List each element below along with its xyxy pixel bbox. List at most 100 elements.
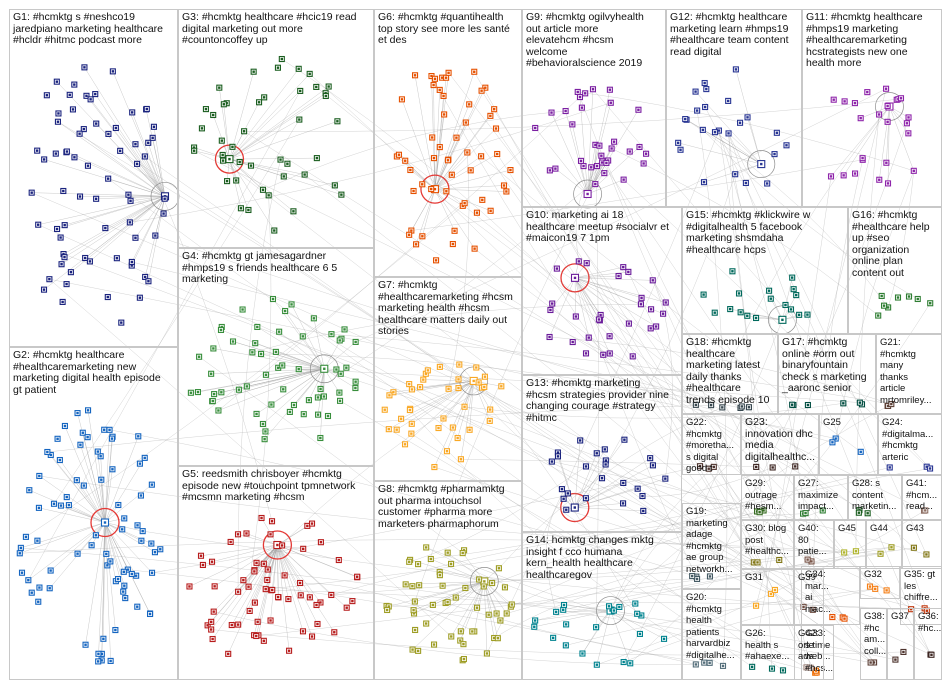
node-core [197, 355, 201, 358]
node-core [37, 223, 40, 226]
node-core [551, 636, 555, 640]
inter-group-edge [339, 400, 816, 673]
edge [484, 581, 488, 654]
inter-group-edge [298, 368, 860, 403]
edge [212, 114, 230, 160]
inter-group-edge [422, 184, 876, 590]
node-core [211, 637, 214, 641]
node-core [404, 583, 407, 586]
node-core [58, 458, 62, 462]
node-core [55, 80, 59, 83]
node-core [746, 116, 749, 119]
node-core [461, 551, 464, 555]
node-core [262, 639, 266, 643]
node-core [609, 609, 612, 612]
node-core [446, 551, 449, 554]
node-core [106, 295, 109, 299]
node-core [747, 406, 751, 409]
node-core [407, 233, 411, 236]
edge [101, 479, 106, 523]
node-core [57, 112, 60, 115]
edge [574, 277, 642, 299]
node-core [18, 552, 21, 555]
inter-group-edge [129, 102, 611, 223]
node-core [345, 606, 348, 609]
node-core [866, 512, 869, 515]
group-label: G7: #hcmktg #healthcaremarketing #hcsm m… [378, 279, 513, 337]
node-core [24, 535, 28, 539]
node-core [702, 180, 706, 184]
node-core [571, 340, 574, 344]
node-core [315, 156, 319, 160]
node-core [153, 550, 157, 554]
node-core [301, 630, 305, 633]
node-core [605, 161, 608, 165]
node-core [403, 443, 407, 446]
edge [574, 271, 629, 279]
node-core [316, 413, 320, 416]
node-core [649, 327, 652, 330]
node-core [236, 533, 240, 536]
edge [104, 522, 125, 572]
node-core [134, 574, 138, 577]
node-core [229, 540, 232, 544]
inter-group-edge [623, 319, 783, 663]
group-panel-g2: G2: #hcmktg healthcare #healthcaremarket… [9, 347, 178, 680]
group-label: G28: s content marketin... [852, 478, 897, 512]
group-label: G19: marketing adage #hcmktg ae group ne… [686, 506, 733, 575]
node-core [792, 287, 795, 291]
inter-group-edge [702, 129, 918, 300]
node-core [562, 603, 566, 607]
node-core [282, 388, 285, 391]
group-panel-g20: G20: #hcmktg health patients harvardbiz … [682, 589, 741, 680]
edge [434, 71, 475, 190]
edge [685, 118, 762, 165]
group-label: G32 [864, 569, 882, 580]
node-core [221, 159, 225, 162]
edge [587, 179, 624, 195]
inter-group-edge [426, 547, 611, 611]
node-core [42, 288, 46, 291]
node-core [879, 552, 882, 555]
edge [413, 581, 485, 614]
node-core [446, 159, 450, 162]
self-loop-ring [90, 507, 120, 538]
node-core [127, 193, 130, 196]
edge [277, 544, 321, 603]
node-core [859, 450, 862, 454]
node-core [213, 585, 216, 588]
group-label: G44 [870, 523, 888, 534]
node-core [775, 131, 779, 134]
node-core [408, 560, 411, 564]
inter-group-edge [47, 404, 712, 453]
edge [277, 544, 304, 632]
node-core [886, 404, 890, 408]
inter-group-edge [551, 461, 927, 555]
node-core [429, 557, 433, 561]
node-core [30, 591, 33, 594]
node-core [276, 366, 280, 369]
node-core [464, 121, 468, 124]
node-core [248, 609, 251, 613]
inter-group-edge [331, 547, 892, 596]
node-core [110, 437, 114, 440]
node-core [754, 316, 758, 320]
node-core [446, 600, 449, 604]
inter-group-edge [434, 466, 927, 611]
inter-group-edge [494, 578, 698, 639]
node-core [752, 561, 756, 564]
node-core [299, 89, 302, 93]
inter-group-edge [142, 530, 927, 611]
edge [320, 368, 325, 439]
edge [695, 91, 762, 165]
group-panel-g6: G6: #hcmktg #quantihealth top story see … [374, 9, 522, 277]
edge [735, 163, 762, 175]
node-core [705, 87, 708, 91]
node-core [68, 93, 71, 97]
node-core [451, 242, 455, 246]
node-core [442, 417, 445, 420]
node-core [310, 522, 314, 525]
node-core [877, 314, 880, 317]
group-panel-g18: G18: #hcmktg healthcare marketing latest… [682, 334, 778, 414]
edge [271, 368, 325, 405]
